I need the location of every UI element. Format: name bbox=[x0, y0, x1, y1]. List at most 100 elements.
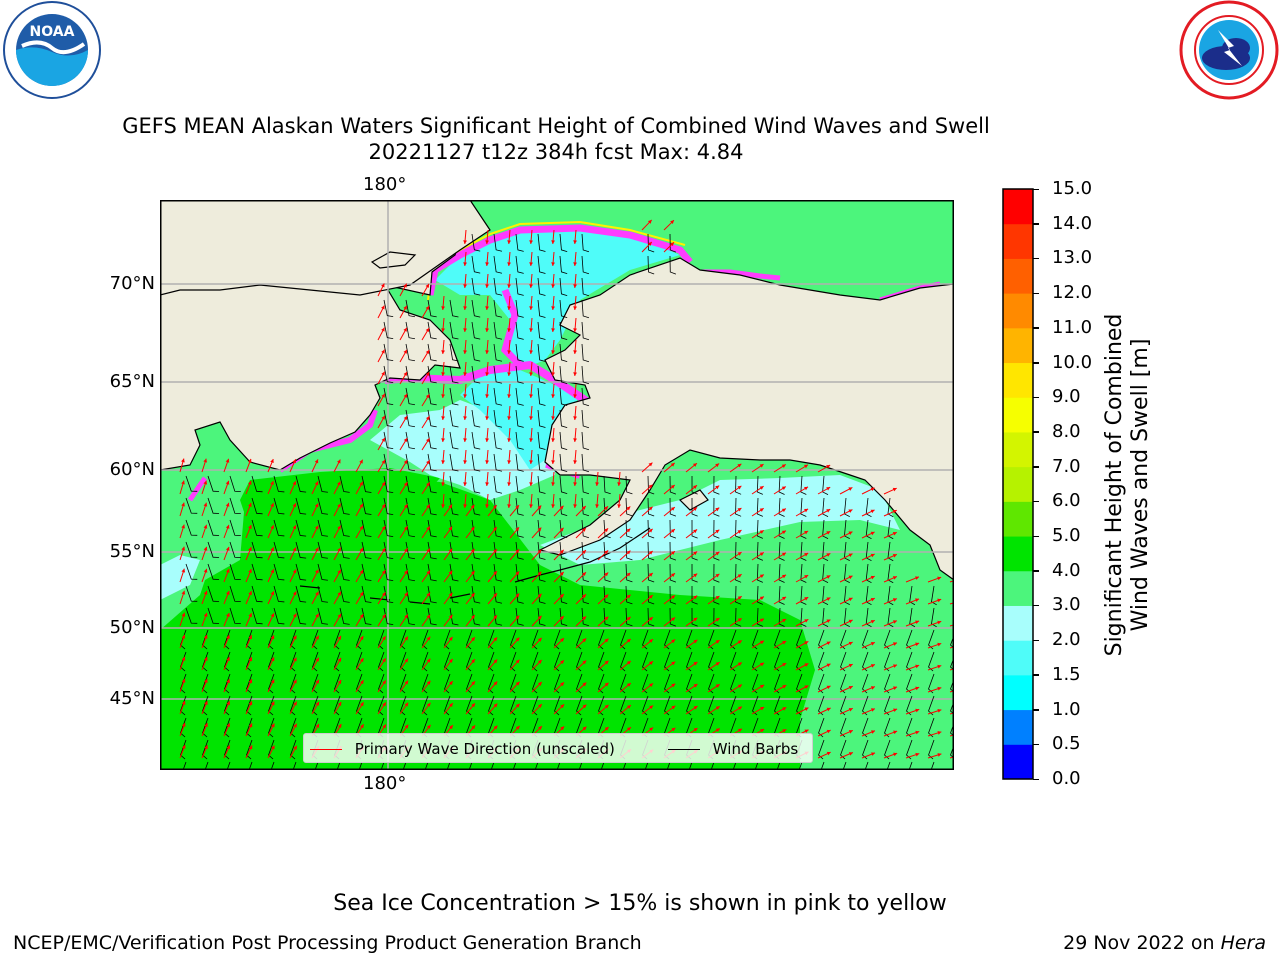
wind-barb bbox=[312, 695, 319, 716]
wind-barb bbox=[625, 541, 633, 561]
wave-arrow-head bbox=[870, 553, 875, 558]
wind-barb bbox=[862, 629, 869, 650]
wave-arrow-head bbox=[337, 569, 341, 574]
wave-arrow-head bbox=[529, 350, 533, 354]
wave-arrow-head bbox=[225, 568, 230, 573]
wind-barb bbox=[730, 629, 737, 650]
wave-arrow-head bbox=[782, 685, 787, 689]
wind-barb bbox=[229, 585, 241, 603]
wind-barb bbox=[647, 541, 655, 561]
colorbar-tick-label: 2.0 bbox=[1052, 629, 1081, 651]
wave-arrow-head bbox=[204, 678, 208, 683]
lat-label-50: 50°N bbox=[109, 617, 155, 638]
wave-arrow-head bbox=[560, 660, 564, 665]
wave-arrow-head bbox=[626, 661, 631, 665]
wave-arrow-head bbox=[293, 635, 297, 640]
wind-barb bbox=[625, 519, 633, 539]
wave-arrow-head bbox=[781, 552, 786, 557]
wave-arrow-head bbox=[804, 575, 809, 579]
wind-barb bbox=[400, 651, 407, 672]
wind-barb bbox=[713, 607, 720, 627]
wind-barb bbox=[537, 607, 546, 626]
wind-barb bbox=[185, 563, 198, 580]
wave-arrow-head bbox=[203, 590, 208, 595]
wave-arrow-head bbox=[315, 591, 319, 596]
wind-barb bbox=[449, 387, 459, 406]
wind-barb bbox=[493, 343, 503, 362]
map-frame bbox=[160, 200, 954, 770]
wave-arrow-head bbox=[551, 284, 555, 288]
wind-barb bbox=[576, 695, 583, 716]
wind-barb bbox=[224, 695, 231, 716]
wave-arrow-head bbox=[248, 679, 253, 684]
wave-arrow-head bbox=[560, 616, 564, 620]
wave-arrow-head bbox=[671, 617, 676, 622]
wind-barb bbox=[576, 629, 583, 650]
wave-arrow-head bbox=[892, 576, 897, 580]
wind-barb bbox=[735, 563, 742, 583]
wave-direction-arrow bbox=[949, 624, 954, 627]
colorbar-segment bbox=[1003, 501, 1033, 537]
wave-arrow-head bbox=[403, 283, 407, 288]
wave-region-green bbox=[160, 475, 815, 770]
colorbar-tick-mark bbox=[1033, 743, 1039, 746]
wave-arrow-head bbox=[737, 728, 742, 733]
wave-arrow-head bbox=[181, 480, 185, 485]
wave-arrow-head bbox=[595, 482, 599, 486]
wind-barb bbox=[603, 607, 611, 627]
wave-arrow-head bbox=[915, 620, 920, 625]
wave-arrow-head bbox=[537, 615, 542, 620]
wave-arrow-head bbox=[649, 661, 653, 665]
wind-barb bbox=[820, 761, 825, 770]
wind-barb bbox=[515, 431, 524, 450]
wind-barb bbox=[427, 365, 437, 384]
wind-barb bbox=[647, 475, 655, 495]
wave-arrow-head bbox=[604, 704, 609, 709]
wave-arrow-head bbox=[441, 350, 445, 354]
wave-arrow-head bbox=[470, 570, 475, 575]
wave-arrow-head bbox=[551, 240, 555, 244]
wave-arrow-head bbox=[582, 528, 586, 532]
wave-arrow-head bbox=[560, 638, 564, 642]
wind-barb bbox=[862, 695, 869, 716]
wind-barb bbox=[405, 387, 416, 406]
wind-barb bbox=[202, 629, 209, 650]
wave-arrow-head bbox=[626, 572, 631, 577]
wave-arrow-head bbox=[463, 438, 467, 442]
wave-arrow-head bbox=[737, 485, 742, 490]
wave-arrow-head bbox=[507, 416, 511, 420]
wave-arrow-head bbox=[425, 305, 430, 310]
wave-arrow-head bbox=[181, 700, 186, 705]
wind-barb bbox=[510, 651, 517, 672]
wave-arrow-head bbox=[292, 591, 297, 596]
wave-arrow-head bbox=[604, 528, 609, 533]
wave-arrow-head bbox=[359, 459, 363, 464]
wave-arrow-head bbox=[617, 482, 621, 486]
wind-barb bbox=[515, 277, 524, 296]
wind-barb bbox=[647, 563, 655, 583]
wave-arrow-head bbox=[248, 745, 253, 750]
wave-arrow-head bbox=[551, 328, 555, 332]
wave-arrow-head bbox=[515, 527, 520, 532]
wave-arrow-head bbox=[337, 724, 342, 729]
wave-arrow-head bbox=[181, 678, 186, 683]
wave-arrow-head bbox=[463, 350, 467, 354]
wave-arrow-head bbox=[715, 728, 720, 732]
land-aleutian-islands bbox=[299, 585, 471, 605]
wind-barb bbox=[334, 695, 341, 716]
colorbar-tick-mark bbox=[1033, 535, 1039, 538]
wave-arrow-head bbox=[671, 727, 676, 732]
wave-arrow-head bbox=[292, 459, 296, 464]
wind-barb bbox=[625, 607, 633, 627]
wave-arrow-head bbox=[781, 530, 786, 535]
wind-barb bbox=[559, 607, 568, 626]
colorbar-tick-label: 8.0 bbox=[1052, 420, 1081, 442]
wind-barb bbox=[361, 607, 372, 625]
wind-barb bbox=[515, 475, 524, 494]
wind-barb bbox=[554, 673, 561, 694]
wave-arrow-head bbox=[426, 658, 431, 663]
wind-barb bbox=[708, 651, 715, 672]
wave-arrow-head bbox=[360, 702, 364, 707]
wind-barb bbox=[466, 673, 473, 694]
wind-barb bbox=[488, 673, 495, 694]
